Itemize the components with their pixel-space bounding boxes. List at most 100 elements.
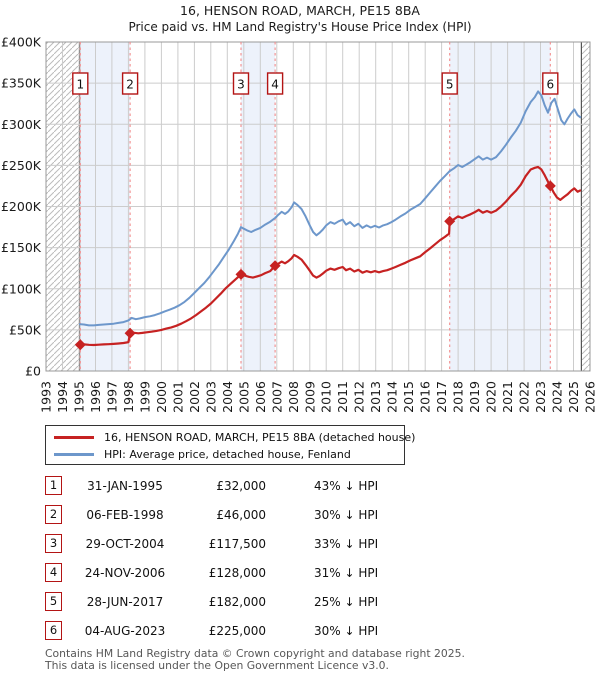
svg-text:£50K: £50K	[9, 322, 42, 337]
sale-hpi-delta: 30% ↓ HPI	[314, 623, 379, 638]
svg-text:£400K: £400K	[1, 35, 42, 50]
footer-line-1: Contains HM Land Registry data © Crown c…	[45, 647, 465, 660]
sale-markers	[74, 180, 556, 351]
svg-text:1: 1	[76, 78, 84, 92]
sale-number-badge: 3	[45, 534, 62, 553]
sale-hpi-delta: 25% ↓ HPI	[314, 594, 379, 609]
svg-text:2021: 2021	[500, 381, 515, 413]
sale-date: 28-JUN-2017	[86, 594, 164, 609]
sale-price: £128,000	[208, 565, 266, 580]
sale-number-badge: 1	[45, 476, 62, 495]
svg-text:6: 6	[546, 78, 554, 92]
svg-text:2024: 2024	[550, 381, 565, 413]
price-chart-svg: 1 2 3 4 5 6 £0 £50K £100K £150K £200K £250K £300K £35…	[1, 35, 598, 413]
svg-text:2022: 2022	[517, 381, 532, 413]
svg-text:£0: £0	[25, 364, 41, 379]
price-line-swatch	[54, 436, 94, 439]
sale-hpi-delta: 30% ↓ HPI	[314, 507, 379, 522]
svg-text:2000: 2000	[154, 381, 169, 413]
svg-text:1993: 1993	[39, 381, 54, 413]
svg-text:2020: 2020	[484, 381, 499, 413]
sale-number-boxes: 1 2 3 4 5 6	[72, 72, 559, 95]
sale-row: 6 04-AUG-2023 £225,000 30% ↓ HPI	[45, 616, 555, 645]
svg-text:£300K: £300K	[1, 117, 42, 132]
plot-frame	[45, 41, 591, 372]
legend-label: 16, HENSON ROAD, MARCH, PE15 8BA (detach…	[104, 431, 416, 444]
svg-text:2015: 2015	[401, 381, 416, 413]
sale-date: 04-AUG-2023	[84, 623, 166, 638]
svg-text:2018: 2018	[451, 381, 466, 413]
svg-text:£350K: £350K	[1, 76, 42, 91]
sale-date: 24-NOV-2006	[84, 565, 166, 580]
svg-text:1994: 1994	[55, 381, 70, 413]
x-axis-labels: 1993 1994 1995 1996 1997 1998 1999 2000 2001 2002…	[39, 381, 598, 413]
sale-price: £182,000	[208, 594, 266, 609]
sale-hpi-delta: 33% ↓ HPI	[314, 536, 379, 551]
svg-text:1998: 1998	[121, 381, 136, 413]
svg-text:2010: 2010	[319, 381, 334, 413]
hpi-line	[78, 90, 582, 327]
svg-text:2014: 2014	[385, 381, 400, 413]
sale-number-badge: 5	[45, 592, 62, 611]
svg-text:2005: 2005	[236, 381, 251, 413]
svg-text:1999: 1999	[137, 381, 152, 413]
svg-text:2009: 2009	[302, 381, 317, 413]
page-title: 16, HENSON ROAD, MARCH, PE15 8BA	[180, 3, 420, 18]
svg-text:2016: 2016	[418, 381, 433, 413]
svg-text:2026: 2026	[583, 381, 598, 413]
sale-hpi-delta: 31% ↓ HPI	[314, 565, 379, 580]
sale-date: 31-JAN-1995	[87, 478, 163, 493]
sale-price: £117,500	[208, 536, 266, 551]
svg-text:£200K: £200K	[1, 199, 42, 214]
sale-row: 1 31-JAN-1995 £32,000 43% ↓ HPI	[45, 471, 555, 500]
svg-text:2008: 2008	[286, 381, 301, 413]
svg-text:2012: 2012	[352, 381, 367, 413]
page-subtitle: Price paid vs. HM Land Registry's House …	[128, 20, 472, 34]
license-footer: Contains HM Land Registry data © Crown c…	[45, 648, 595, 671]
svg-text:2017: 2017	[434, 381, 449, 413]
svg-text:5: 5	[446, 78, 454, 92]
legend-item: 16, HENSON ROAD, MARCH, PE15 8BA (detach…	[54, 429, 415, 446]
legend-item: HPI: Average price, detached house, Fenl…	[54, 446, 404, 463]
price-chart: 1 2 3 4 5 6 £0 £50K £100K £150K £200K £250K £300K £35…	[1, 35, 598, 413]
svg-text:3: 3	[237, 78, 245, 92]
y-axis-labels: £0 £50K £100K £150K £200K £250K £300K £350K £400…	[1, 35, 42, 379]
svg-text:4: 4	[271, 78, 279, 92]
sale-price: £46,000	[216, 507, 266, 522]
sale-row: 2 06-FEB-1998 £46,000 30% ↓ HPI	[45, 500, 555, 529]
sales-table: 1 31-JAN-1995 £32,000 43% ↓ HPI 2 06-FEB-1998…	[45, 471, 555, 645]
legend-label: HPI: Average price, detached house, Fenl…	[104, 448, 351, 461]
chart-legend: 16, HENSON ROAD, MARCH, PE15 8BA (detach…	[45, 425, 415, 465]
svg-text:2006: 2006	[253, 381, 268, 413]
sale-price: £32,000	[216, 478, 266, 493]
sale-row: 5 28-JUN-2017 £182,000 25% ↓ HPI	[45, 587, 555, 616]
hpi-line-swatch	[54, 453, 94, 456]
svg-text:1995: 1995	[72, 381, 87, 413]
svg-text:2023: 2023	[533, 381, 548, 413]
footer-line-2: This data is licensed under the Open Gov…	[45, 658, 389, 672]
svg-text:£100K: £100K	[1, 281, 42, 296]
svg-text:2004: 2004	[220, 381, 235, 413]
svg-text:1996: 1996	[88, 381, 103, 413]
sale-number-badge: 4	[45, 563, 62, 582]
svg-text:1997: 1997	[104, 381, 119, 413]
gridlines	[45, 41, 591, 372]
sale-date: 06-FEB-1998	[86, 507, 164, 522]
svg-text:2025: 2025	[566, 381, 581, 413]
svg-text:2011: 2011	[335, 381, 350, 413]
svg-text:£250K: £250K	[1, 158, 42, 173]
sale-number-badge: 2	[45, 505, 62, 524]
svg-text:2: 2	[126, 78, 134, 92]
svg-text:2019: 2019	[467, 381, 482, 413]
svg-text:2003: 2003	[203, 381, 218, 413]
sale-date: 29-OCT-2004	[85, 536, 165, 551]
svg-text:2007: 2007	[269, 381, 284, 413]
sale-row: 3 29-OCT-2004 £117,500 33% ↓ HPI	[45, 529, 555, 558]
sale-hpi-delta: 43% ↓ HPI	[314, 478, 379, 493]
price-paid-line	[80, 165, 582, 347]
sale-price: £225,000	[208, 623, 266, 638]
svg-text:2001: 2001	[170, 381, 185, 413]
svg-text:£150K: £150K	[1, 240, 42, 255]
svg-text:2013: 2013	[368, 381, 383, 413]
